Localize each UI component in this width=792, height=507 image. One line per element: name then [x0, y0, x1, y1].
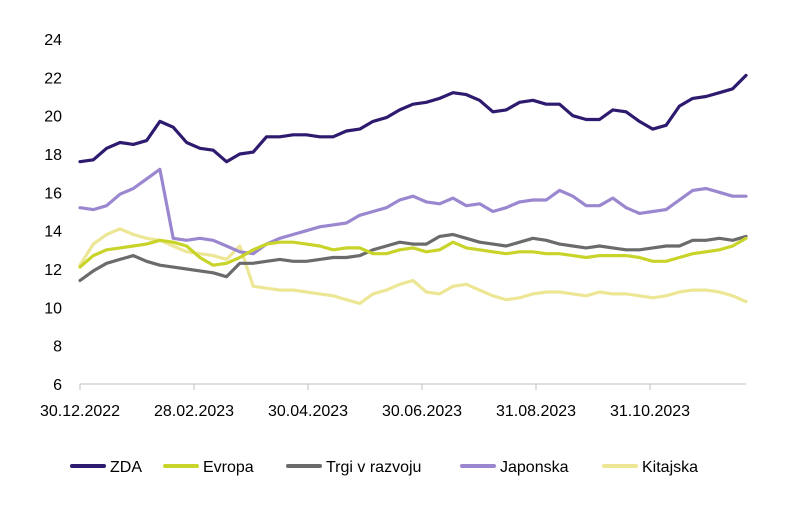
x-tick-label: 30.12.2022	[40, 403, 120, 420]
legend-label: Kitajska	[642, 459, 698, 476]
y-tick-label: 8	[53, 339, 62, 356]
legend-label: Trgi v razvoju	[326, 459, 421, 476]
y-tick-label: 10	[44, 300, 62, 317]
x-tick-label: 31.08.2023	[496, 403, 576, 420]
y-tick-label: 12	[44, 262, 62, 279]
legend-label: Evropa	[203, 459, 254, 476]
legend-label: ZDA	[110, 459, 142, 476]
y-tick-label: 22	[44, 70, 62, 87]
series-layer	[78, 73, 748, 306]
series-line-evropa	[78, 236, 748, 269]
x-axis: 30.12.2022 28.02.2023 30.04.2023 30.06.2023…	[40, 383, 746, 420]
x-tick-label: 30.04.2023	[268, 403, 348, 420]
x-tick-label: 31.10.2023	[610, 403, 690, 420]
y-tick-label: 16	[44, 185, 62, 202]
y-tick-label: 18	[44, 147, 62, 164]
series-line-zda	[78, 73, 748, 164]
series-line-trgi-v-razvoju	[78, 232, 748, 283]
y-tick-label: 24	[44, 32, 62, 49]
legend: ZDA Evropa Trgi v razvoju Japonska Kitajska	[70, 459, 698, 476]
y-tick-label: 14	[44, 224, 62, 241]
x-tick-label: 30.06.2023	[382, 403, 462, 420]
x-tick-label: 28.02.2023	[154, 403, 234, 420]
series-line-kitajska	[78, 227, 748, 306]
legend-label: Japonska	[500, 459, 569, 476]
y-axis: 6 8 10 12 14 16 18 20 22 24	[44, 32, 62, 394]
y-tick-label: 20	[44, 109, 62, 126]
series-line-japonska	[78, 167, 748, 256]
y-tick-label: 6	[53, 377, 62, 394]
